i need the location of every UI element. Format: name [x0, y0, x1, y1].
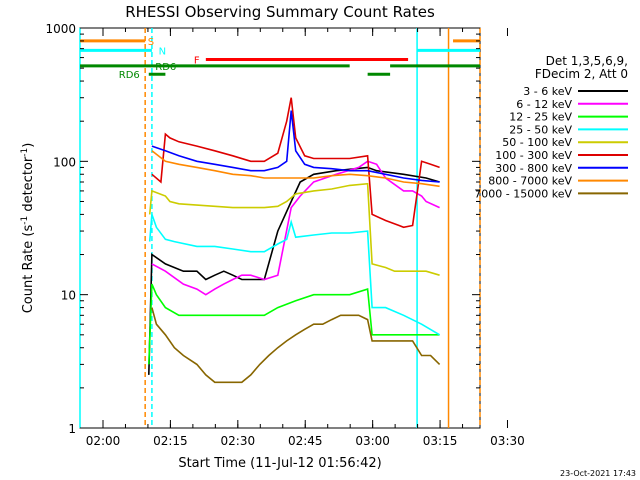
annotation-2: F	[194, 56, 200, 67]
x-tick-label-6: 03:30	[490, 434, 525, 448]
y-tick-label-3: 1000	[45, 22, 76, 36]
y-axis-label-sup2: -1	[20, 148, 30, 157]
chart-title: RHESSI Observing Summary Count Rates	[125, 3, 435, 21]
y-tick-label-2: 100	[53, 155, 76, 169]
legend-label-2: 12 - 25 keV	[509, 111, 572, 124]
status-annotations: SN F RD6 RD6	[119, 37, 200, 81]
series-line-4	[148, 182, 440, 276]
legend-label-6: 300 - 800 keV	[495, 162, 572, 175]
series-line-8	[151, 307, 441, 384]
series-line-1	[151, 160, 440, 296]
x-tick-label-5: 03:15	[423, 434, 458, 448]
legend-label-0: 3 - 6 keV	[523, 85, 572, 98]
x-tick-label-0: 02:00	[86, 434, 121, 448]
y-tick-label-1: 10	[61, 289, 76, 303]
series-line-0	[148, 166, 440, 375]
x-tick-label-1: 02:15	[153, 434, 188, 448]
y-axis-label-end: )	[21, 143, 36, 148]
legend-label-5: 100 - 300 keV	[495, 149, 572, 162]
x-tick-label-2: 02:30	[221, 434, 256, 448]
x-tick-label-4: 03:00	[355, 434, 390, 448]
legend-label-8: 7000 - 15000 keV	[474, 187, 572, 200]
series-line-2	[148, 283, 440, 365]
x-tick-label-3: 02:45	[288, 434, 323, 448]
x-axis-label: Start Time (11-Jul-12 01:56:42)	[178, 456, 381, 471]
legend-label-7: 800 - 7000 keV	[488, 175, 572, 188]
legend: Det 1,3,5,6,9, FDecim 2, Att 0 3 - 6 keV…	[474, 54, 628, 200]
y-axis-label-main: Count Rate (s	[21, 225, 36, 314]
series-line-5	[151, 97, 440, 229]
timestamp: 23-Oct-2021 17:43	[560, 469, 636, 478]
series-line-7	[151, 150, 440, 188]
y-axis-label-tail: detector	[21, 156, 36, 216]
vertical-markers	[79, 28, 481, 428]
annotation-4: RD6	[119, 70, 140, 81]
legend-label-3: 25 - 50 keV	[509, 123, 572, 136]
annotation-1: N	[159, 46, 166, 57]
axes: 1 10 100 1000 02:00 02:15 02:30 02:45 03:00 03:15…	[45, 22, 524, 448]
series-line-3	[148, 214, 441, 336]
legend-header-1: Det 1,3,5,6,9,	[546, 54, 628, 68]
legend-header-2: FDecim 2, Att 0	[535, 67, 628, 81]
status-bars	[80, 39, 480, 76]
annotation-0: S	[148, 37, 154, 48]
series-layer	[148, 97, 441, 384]
series-line-6	[151, 110, 440, 183]
legend-label-4: 50 - 100 keV	[502, 136, 572, 149]
y-axis-label: Count Rate (s-1 detector-1)	[20, 143, 36, 314]
y-tick-label-0: 1	[68, 422, 76, 436]
y-axis-label-sup: -1	[20, 216, 30, 225]
legend-label-1: 6 - 12 keV	[516, 98, 572, 111]
annotation-3: RD6	[155, 62, 176, 73]
